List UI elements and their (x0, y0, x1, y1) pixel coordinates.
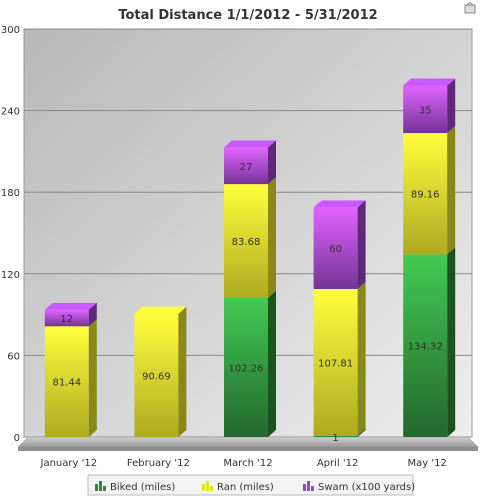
bar-ran-3[interactable] (313, 289, 358, 436)
legend-item[interactable]: Ran (miles) (217, 482, 274, 493)
bar-biked-2[interactable] (224, 297, 268, 437)
y-tick-label: 60 (7, 351, 20, 362)
bar-side-ran-4 (447, 126, 456, 255)
bar-side-ran-3 (357, 282, 366, 436)
bar-ran-0[interactable] (44, 326, 89, 437)
data-label: 1 (332, 433, 338, 444)
bar-top-swam-3 (313, 200, 366, 208)
legend (87, 474, 414, 496)
bar-ran-1[interactable] (134, 313, 179, 437)
bar-swam-0[interactable] (44, 309, 89, 327)
y-tick-label: 240 (1, 107, 20, 118)
legend-item[interactable]: Swam (x100 yards) (318, 482, 415, 493)
y-tick-label: 120 (1, 270, 20, 281)
data-label: 81.44 (52, 378, 81, 389)
bar-ran-4[interactable] (403, 133, 448, 255)
x-tick-label: May '12 (408, 458, 447, 469)
legend-icon (303, 481, 314, 491)
legend-item[interactable]: Biked (miles) (110, 482, 175, 493)
bar-side-swam-3 (357, 200, 366, 290)
bar-top-ran-1 (134, 306, 187, 314)
data-label: 35 (419, 105, 432, 116)
y-tick-label: 300 (1, 25, 20, 36)
bar-side-swam-0 (88, 302, 97, 327)
bar-biked-4[interactable] (403, 254, 448, 437)
bar-swam-4[interactable] (403, 85, 448, 134)
data-label: 27 (240, 162, 253, 173)
data-label: 60 (329, 244, 342, 255)
data-label: 90.69 (142, 371, 171, 382)
bar-side-ran-2 (268, 177, 276, 298)
data-label: 83.68 (232, 237, 261, 248)
bar-top-swam-4 (403, 78, 456, 86)
bar-side-ran-1 (178, 306, 187, 437)
chart-floor (17, 436, 479, 448)
x-tick-label: February '12 (127, 458, 190, 469)
bar-top-swam-2 (224, 140, 276, 148)
bar-top-swam-0 (44, 302, 97, 310)
legend-icon (95, 481, 106, 491)
bar-side-swam-2 (268, 140, 276, 185)
bar-swam-3[interactable] (313, 207, 358, 290)
x-tick-label: April '12 (317, 458, 359, 469)
x-tick-label: January '12 (40, 458, 98, 469)
y-tick-label: 0 (14, 433, 20, 444)
y-tick-label: 180 (1, 188, 20, 199)
bar-side-biked-3 (357, 428, 366, 437)
x-tick-label: March '12 (223, 458, 272, 469)
data-label: 134.32 (408, 342, 443, 353)
bar-swam-2[interactable] (224, 147, 268, 185)
legend-icon (202, 481, 213, 491)
chart-floor-edge (18, 447, 478, 451)
bar-biked-3[interactable] (313, 435, 358, 437)
bar-side-swam-4 (447, 78, 456, 134)
chart-title: Total Distance 1/1/2012 - 5/31/2012 (118, 8, 377, 23)
bar-side-ran-0 (88, 319, 97, 437)
data-label: 12 (60, 314, 73, 325)
data-label: 102.26 (229, 363, 264, 374)
bar-ran-2[interactable] (224, 184, 268, 298)
data-label: 89.16 (411, 190, 440, 201)
data-label: 107.81 (318, 358, 353, 369)
bar-side-biked-2 (268, 290, 276, 437)
export-icon[interactable] (464, 2, 476, 14)
bar-side-biked-4 (447, 247, 456, 437)
